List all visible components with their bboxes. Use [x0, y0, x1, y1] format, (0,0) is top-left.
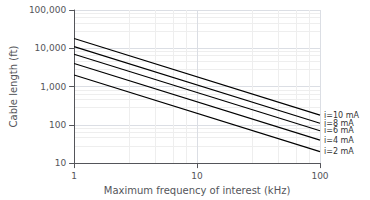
- svg-text:i=10 mA: i=10 mA: [324, 110, 359, 120]
- svg-text:100: 100: [49, 120, 66, 130]
- svg-text:1: 1: [71, 171, 77, 181]
- svg-text:i=6 mA: i=6 mA: [324, 126, 354, 135]
- svg-text:100,000: 100,000: [29, 5, 66, 15]
- svg-text:Maximum frequency of interest: Maximum frequency of interest (kHz): [104, 185, 291, 196]
- svg-text:10: 10: [55, 158, 67, 168]
- svg-text:i=2 mA: i=2 mA: [324, 147, 354, 156]
- svg-text:10,000: 10,000: [35, 43, 67, 53]
- svg-text:1,000: 1,000: [40, 82, 66, 92]
- svg-text:100: 100: [311, 171, 328, 181]
- svg-text:10: 10: [191, 171, 203, 181]
- svg-text:i=4 mA: i=4 mA: [324, 136, 354, 145]
- svg-text:i=8 mA: i=8 mA: [324, 118, 354, 128]
- svg-text:Cable length (ft): Cable length (ft): [8, 46, 19, 128]
